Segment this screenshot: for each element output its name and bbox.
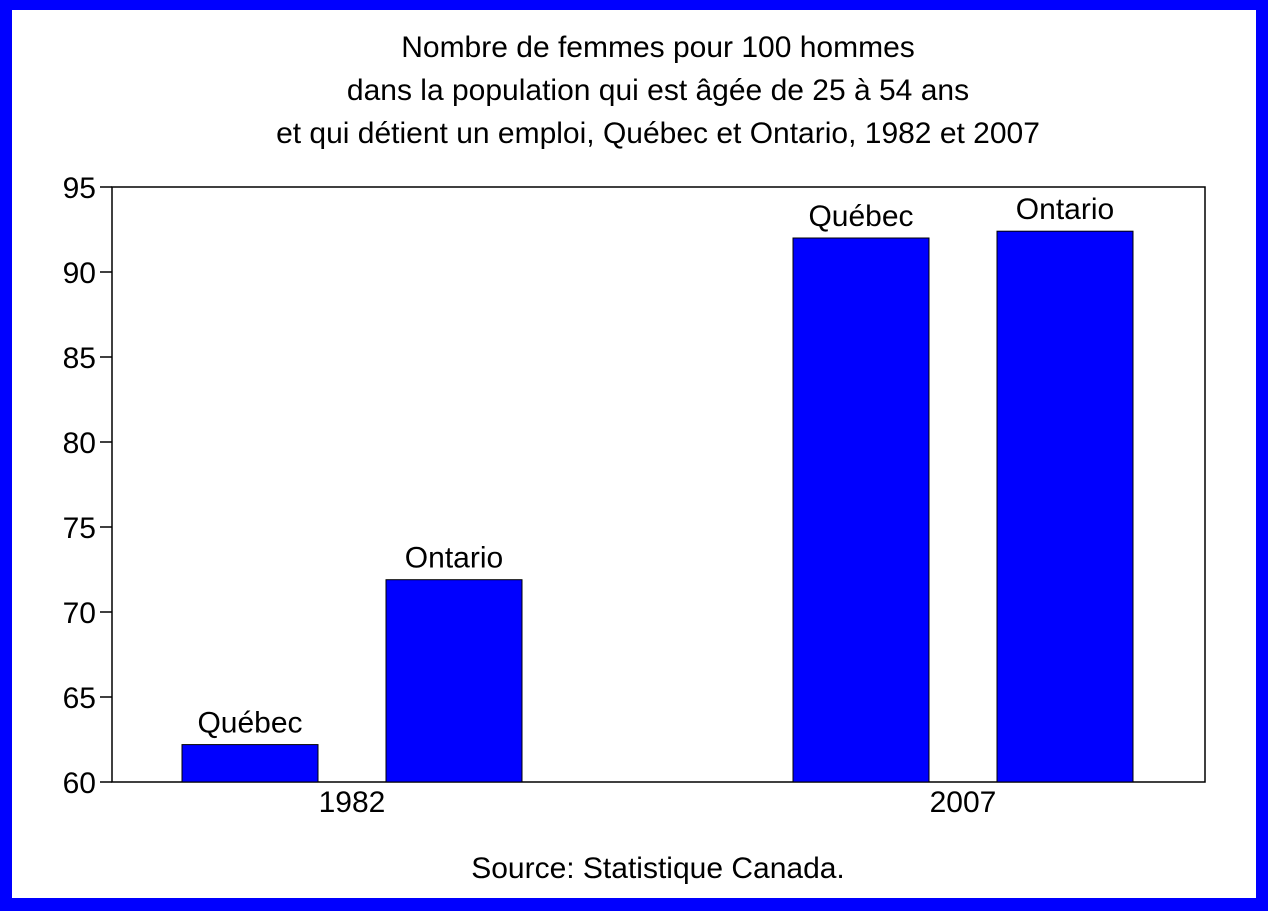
- chart-title: dans la population qui est âgée de 25 à …: [347, 74, 969, 107]
- y-tick-label: 75: [63, 512, 96, 545]
- y-tick-label: 95: [63, 172, 96, 205]
- plot-frame: [111, 186, 1206, 783]
- bar: [996, 230, 1134, 783]
- bar: [792, 237, 930, 783]
- y-tick-label: 90: [63, 257, 96, 290]
- x-tick-label: 2007: [930, 786, 997, 819]
- bar: [385, 579, 523, 783]
- bar-label: Québec: [197, 707, 302, 740]
- bar: [181, 744, 319, 783]
- bar-label: Ontario: [405, 542, 503, 575]
- bar-label: Ontario: [1016, 193, 1114, 226]
- x-tick-label: 1982: [319, 786, 386, 819]
- y-tick-label: 65: [63, 682, 96, 715]
- y-tick-label: 60: [63, 767, 96, 800]
- y-tick-label: 70: [63, 597, 96, 630]
- bar-label: Québec: [808, 200, 913, 233]
- y-tick-label: 80: [63, 427, 96, 460]
- chart-title: Nombre de femmes pour 100 hommes: [401, 31, 915, 64]
- y-tick-label: 85: [63, 342, 96, 375]
- source-note: Source: Statistique Canada.: [471, 852, 845, 885]
- chart-title: et qui détient un emploi, Québec et Onta…: [276, 117, 1040, 150]
